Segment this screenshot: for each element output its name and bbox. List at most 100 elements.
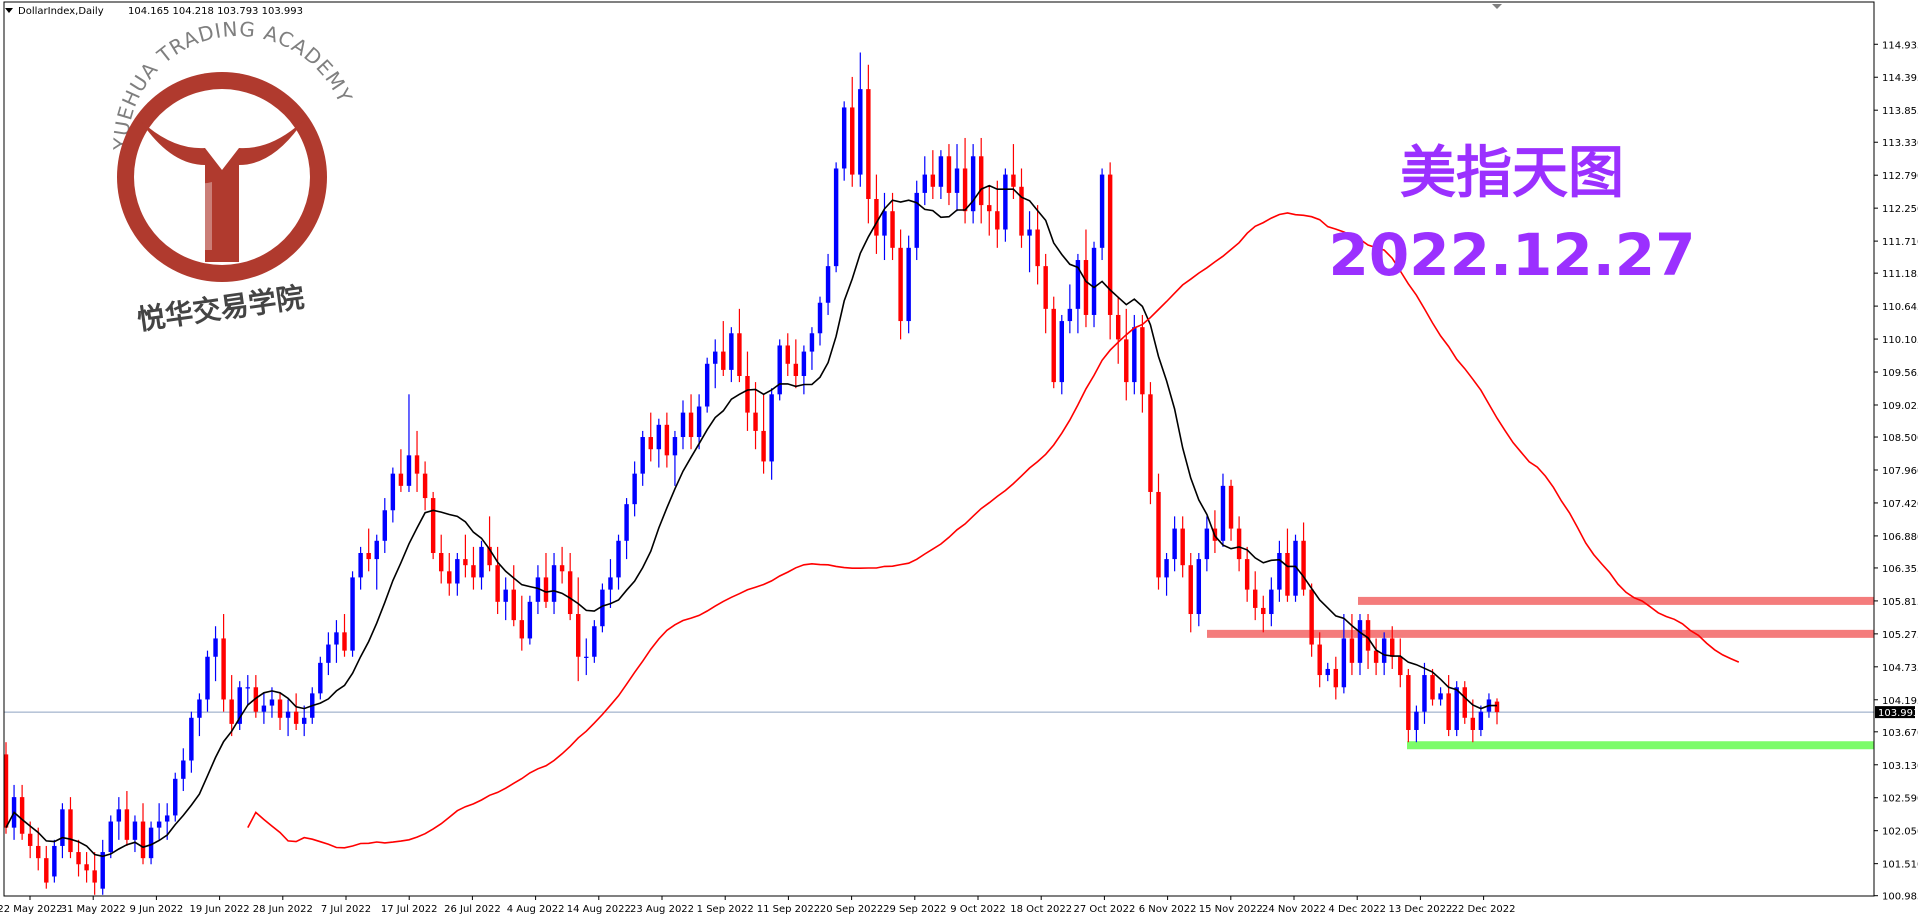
candle [68,797,73,859]
candle [197,693,202,737]
candle [825,253,831,315]
candle [19,784,25,840]
candle-body [334,632,339,645]
candle [567,552,573,621]
candle-body [1172,528,1177,560]
candle-body [1083,260,1089,315]
candle-body [1341,638,1347,688]
candle [906,235,911,334]
candle-body [245,687,251,689]
candle [60,803,65,859]
candle-body [1027,229,1032,236]
candle-body [648,437,653,450]
candle-body [156,821,162,828]
y-tick-label: 106.880 [1882,532,1918,543]
current-price-tag [1875,706,1915,719]
candle [27,821,33,859]
candle-body [841,107,847,169]
candle [785,333,790,376]
candle-body [1478,711,1484,730]
candle-body [221,638,226,700]
candle-body [108,821,113,853]
candle [189,711,194,773]
logo-emblem-shade [150,150,212,250]
y-tick-label: 103.130 [1882,761,1918,772]
candle [527,595,533,645]
candle-body [1277,552,1282,590]
candle-body [656,424,662,450]
candle-body [1333,668,1339,688]
candle-body [1309,589,1314,645]
x-tick-label: 24 Nov 2022 [1262,904,1326,915]
candle-body [1115,314,1121,340]
candle-body [809,333,815,352]
candle-body [229,699,234,724]
candle-body [406,455,412,486]
current-price-label: 103.993 [1878,708,1918,719]
candle [1228,479,1234,541]
candle [108,815,113,859]
candle-body [1269,589,1274,615]
candle-body [1107,174,1113,315]
candle-body [3,754,9,828]
candle [1438,687,1443,706]
candle-body [1373,650,1379,663]
y-tick-label: 102.590 [1882,794,1918,805]
candle [430,491,436,560]
candle-body [1059,321,1065,383]
candle-body [696,406,702,438]
candle [237,681,242,730]
candle-body [140,821,146,859]
candle [124,791,130,846]
candle [463,534,468,578]
candle [455,552,460,596]
candle-body [559,565,565,572]
candle [721,321,726,376]
x-tick-label: 11 Sep 2022 [757,904,820,915]
resistance-zone-upper [1358,596,1874,605]
candle-body [390,473,396,511]
candle [882,192,887,261]
candle-body [1293,540,1298,596]
candle [874,174,879,254]
candle-body [874,198,879,236]
scroll-marker-icon[interactable] [1492,4,1502,9]
candle [1083,229,1089,328]
candle [1035,205,1040,285]
candle-body [761,430,766,462]
candle [1301,522,1306,596]
candle-body [1236,528,1242,560]
y-tick-label: 105.275 [1882,630,1918,641]
candle [1341,614,1347,694]
candle [487,516,492,572]
candle [551,552,557,615]
candle [1107,162,1113,340]
candle [253,675,259,718]
candle [92,852,97,895]
candle-body [318,662,323,694]
candle [438,534,444,584]
y-tick-label: 111.185 [1882,269,1918,280]
candle-body [116,809,122,822]
candle [648,412,653,462]
candle-body [745,375,750,413]
x-tick-label: 9 Oct 2022 [950,904,1005,915]
candle-body [1035,229,1040,267]
candle-body [978,156,984,206]
candle-body [600,589,605,627]
x-tick-label: 18 Oct 2022 [1010,904,1072,915]
y-tick-label: 103.670 [1882,728,1918,739]
candle-body [970,156,976,212]
candle [173,772,178,822]
x-tick-label: 22 May 2022 [0,904,63,915]
watermark-date: 2022.12.27 [1329,221,1696,289]
candle-body [27,833,33,846]
chart-ohlc: 104.165 104.218 103.793 103.993 [128,6,303,17]
candle-body [1140,327,1145,395]
candle-body [1091,247,1097,315]
candle-body [1043,266,1048,309]
candle-body [430,498,436,553]
candle [205,650,210,712]
header-dropdown-icon[interactable] [5,8,13,13]
